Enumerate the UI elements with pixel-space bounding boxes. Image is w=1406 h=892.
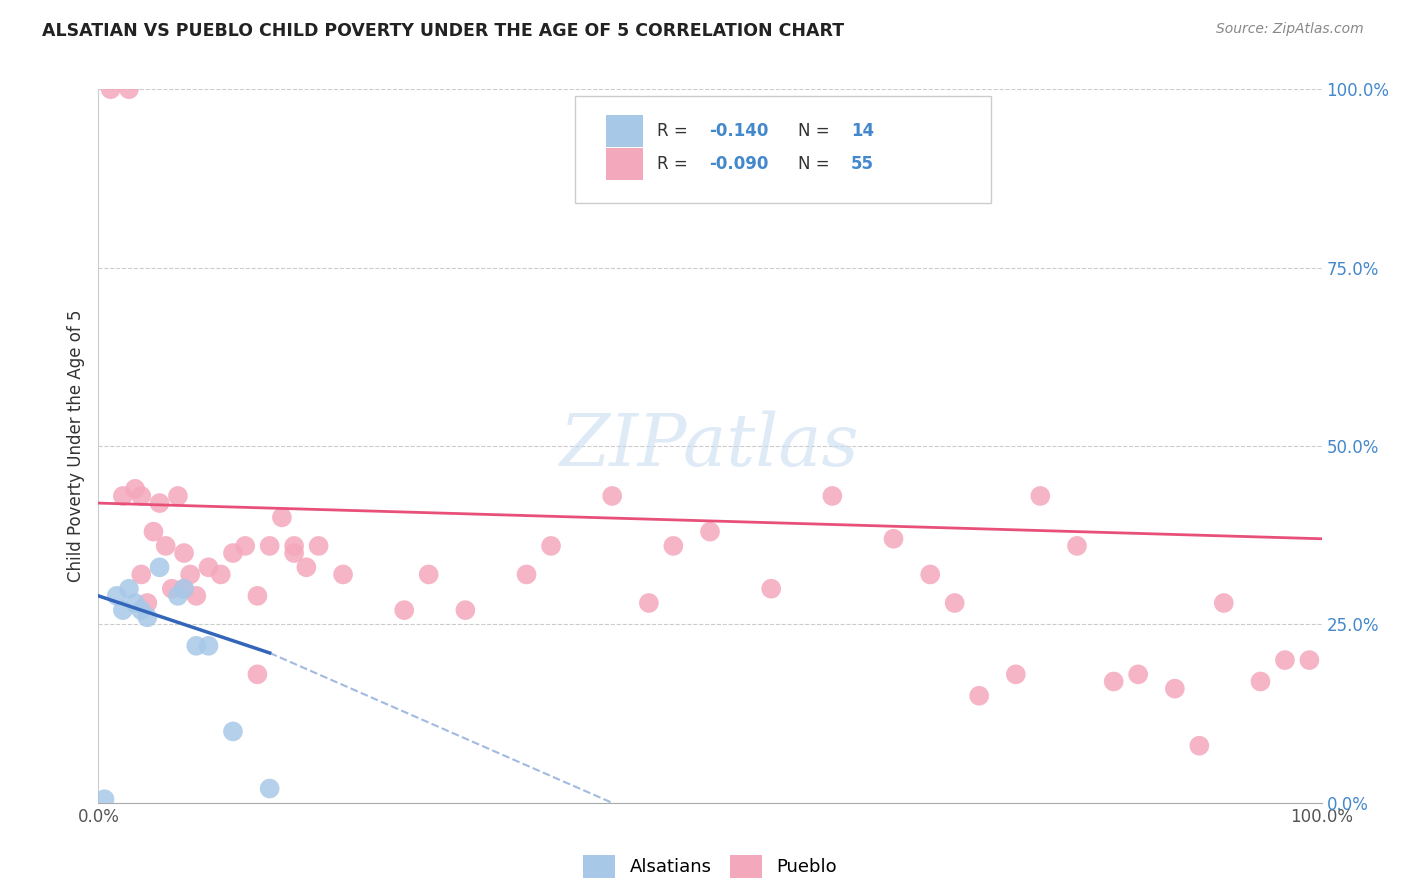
Point [209,567,232,582]
Point [93,792,115,806]
Point [270,510,294,524]
Point [1066,539,1088,553]
Text: N =: N = [799,121,835,139]
Point [967,689,990,703]
Point [105,589,128,603]
Point [516,567,538,582]
Point [142,524,165,539]
Point [136,596,159,610]
Point [173,546,195,560]
Point [295,560,318,574]
Point [1212,596,1234,610]
Text: ZIPatlas: ZIPatlas [560,410,860,482]
Point [173,582,195,596]
Text: N =: N = [799,155,835,173]
Bar [606,148,643,180]
Point [1164,681,1187,696]
Point [129,567,152,582]
Point [283,539,305,553]
Point [233,539,256,553]
Text: R =: R = [658,121,693,139]
Point [259,539,281,553]
Point [821,489,844,503]
Point [124,482,146,496]
Point [118,82,141,96]
Point [1274,653,1296,667]
Text: 14: 14 [851,121,873,139]
Point [1102,674,1125,689]
Text: Source: ZipAtlas.com: Source: ZipAtlas.com [1216,22,1364,37]
Point [124,596,146,610]
Point [761,582,783,596]
Point [111,489,134,503]
Text: ALSATIAN VS PUEBLO CHILD POVERTY UNDER THE AGE OF 5 CORRELATION CHART: ALSATIAN VS PUEBLO CHILD POVERTY UNDER T… [42,22,845,40]
Point [920,567,942,582]
Text: 55: 55 [851,155,873,173]
Y-axis label: Child Poverty Under the Age of 5: Child Poverty Under the Age of 5 [66,310,84,582]
Point [100,82,122,96]
Point [111,603,134,617]
Point [136,610,159,624]
Point [418,567,440,582]
Point [540,539,562,553]
Point [118,582,141,596]
Point [246,667,269,681]
Point [186,639,208,653]
Point [637,596,661,610]
Text: R =: R = [658,155,693,173]
Legend: Alsatians, Pueblo: Alsatians, Pueblo [574,847,846,887]
Point [259,781,281,796]
Point [283,546,305,560]
Point [160,582,183,596]
Point [600,489,623,503]
Point [332,567,354,582]
Point [186,589,208,603]
Point [155,539,177,553]
Point [173,582,195,596]
Text: -0.140: -0.140 [709,121,768,139]
Point [883,532,905,546]
Point [943,596,966,610]
Point [222,724,245,739]
Point [392,603,416,617]
Point [179,567,201,582]
Text: -0.090: -0.090 [709,155,768,173]
Point [662,539,685,553]
Point [1004,667,1026,681]
Point [1298,653,1320,667]
Point [1188,739,1211,753]
Point [197,639,219,653]
Point [167,589,190,603]
Point [1029,489,1052,503]
Point [699,524,721,539]
Point [149,560,172,574]
Point [1250,674,1272,689]
Bar [606,114,643,146]
Point [149,496,172,510]
Point [454,603,477,617]
Point [129,603,152,617]
FancyBboxPatch shape [575,96,991,203]
Point [222,546,245,560]
Point [1128,667,1150,681]
Point [197,560,219,574]
Point [167,489,190,503]
Point [308,539,330,553]
Point [246,589,269,603]
Point [129,489,152,503]
